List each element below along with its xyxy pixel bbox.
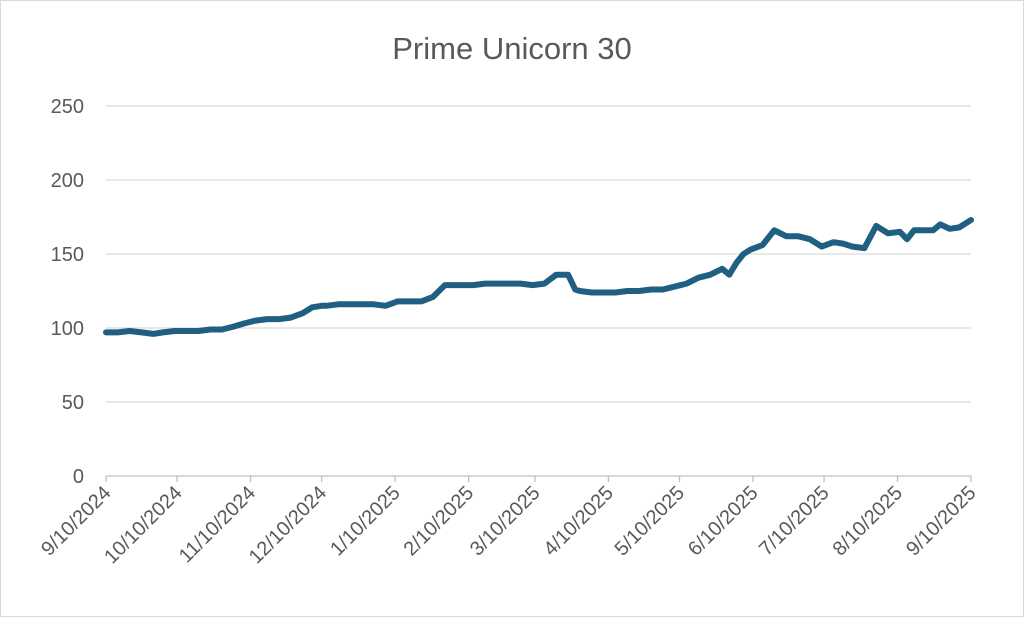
y-tick-label: 200 bbox=[51, 170, 84, 192]
series-layer bbox=[103, 217, 974, 337]
x-tick-label: 6/10/2025 bbox=[684, 482, 762, 560]
y-axis-tick-labels: 0 50 100 150 200 250 bbox=[51, 96, 84, 488]
x-tick-label: 10/10/2024 bbox=[100, 482, 186, 568]
gridlines bbox=[106, 105, 971, 403]
x-tick-label: 1/10/2025 bbox=[326, 482, 404, 560]
x-tick-label: 2/10/2025 bbox=[400, 482, 478, 560]
x-tick-label: 7/10/2025 bbox=[755, 482, 833, 560]
y-tick-label: 150 bbox=[51, 244, 84, 266]
series-line bbox=[103, 217, 974, 337]
y-tick-label: 100 bbox=[51, 318, 84, 340]
y-tick-label: 50 bbox=[62, 392, 84, 414]
x-axis-tick-labels: 9/10/202410/10/202411/10/202412/10/20241… bbox=[37, 482, 980, 568]
x-axis bbox=[105, 475, 972, 482]
x-tick-label: 8/10/2025 bbox=[829, 482, 907, 560]
x-tick-label: 5/10/2025 bbox=[611, 482, 689, 560]
x-tick-label: 12/10/2024 bbox=[245, 482, 331, 568]
x-tick-label: 4/10/2025 bbox=[539, 482, 617, 560]
y-tick-label: 0 bbox=[73, 466, 84, 488]
chart-title: Prime Unicorn 30 bbox=[392, 31, 631, 66]
y-tick-label: 250 bbox=[51, 96, 84, 118]
x-tick-label: 9/10/2025 bbox=[902, 482, 980, 560]
x-tick-label: 3/10/2025 bbox=[466, 482, 544, 560]
